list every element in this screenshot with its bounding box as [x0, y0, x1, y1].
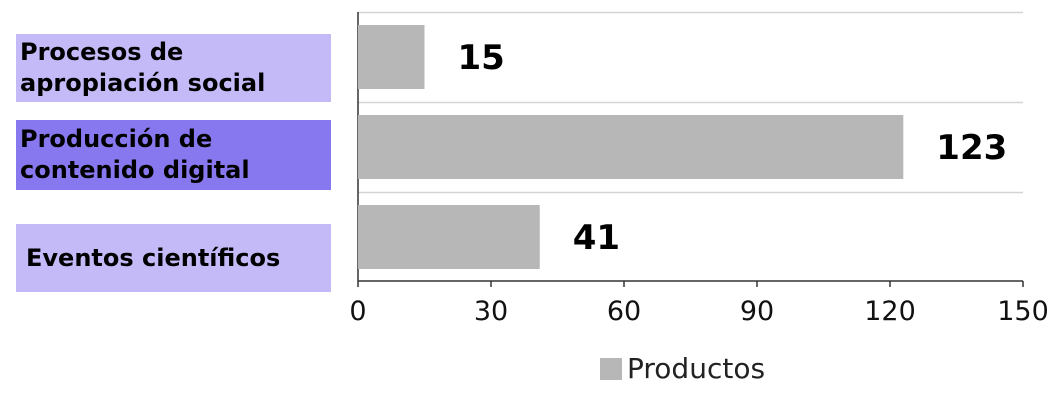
data-label-2: 41 — [573, 218, 620, 258]
data-label-0: 15 — [458, 38, 505, 78]
bar-1 — [358, 115, 904, 179]
category-label-produccion-contenido-digital: Producción de contenido digital — [16, 120, 331, 190]
category-label-procesos-apropiacion-social: Procesos de apropiación social — [16, 34, 331, 102]
x-tick-label-90: 90 — [740, 296, 774, 327]
x-tick-label-30: 30 — [474, 296, 508, 327]
category-label-eventos-cientificos: Eventos científicos — [16, 224, 331, 292]
legend-label-productos: Productos — [627, 352, 766, 385]
legend: Productos — [600, 352, 765, 385]
x-tick-label-120: 120 — [864, 296, 916, 327]
legend-swatch-productos — [600, 357, 622, 380]
x-tick-label-150: 150 — [997, 296, 1049, 327]
bar-0 — [358, 25, 425, 89]
x-tick-label-0: 0 — [349, 296, 366, 327]
data-label-1: 123 — [936, 128, 1007, 168]
x-tick-label-60: 60 — [607, 296, 641, 327]
bar-2 — [358, 205, 540, 269]
